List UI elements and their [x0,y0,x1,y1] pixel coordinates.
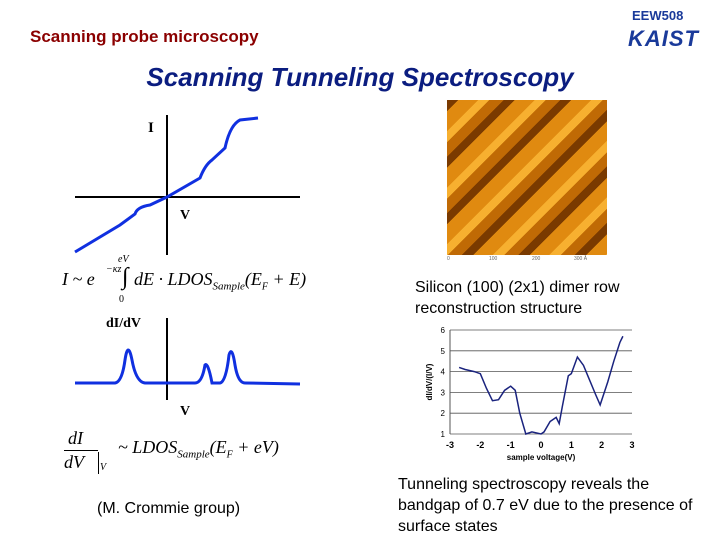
y-tick-label: 3 [441,388,446,397]
f2-densub: V [100,462,107,473]
x-tick-label: 3 [629,440,634,450]
course-code: EEW508 [632,8,684,23]
iv-label-i: I [148,120,154,136]
iv-curve [74,116,259,254]
x-tick-label: -2 [476,440,484,450]
f1-lower: 0 [119,294,124,305]
f1-body: dE · LDOSSample(EF + E) [134,269,307,293]
x-tick-label: 0 [538,440,543,450]
f1-upper: eV [118,254,129,265]
y-tick-label: 1 [441,430,446,439]
scale-tick: 200 [532,256,541,262]
y-tick-label: 5 [441,347,446,356]
bottom-caption: Tunneling spectroscopy reveals the bandg… [398,476,693,535]
y-axis-label: dI/dV/(I/V) [425,363,434,400]
formula-ldos: dI dV V ~ LDOSSample(EF + eV) [62,428,312,478]
iv-label-v: V [180,208,191,223]
formula-tunneling-current: I ~ e −κz eV ∫ 0 dE · LDOSSample(EF + E) [62,254,312,306]
stm-caption: Silicon (100) (2x1) dimer row reconstruc… [415,279,620,317]
y-tick-label: 2 [441,409,446,418]
eval-bar [98,452,99,474]
section-title: Scanning probe microscopy [30,27,259,46]
credit: (M. Crommie group) [97,500,241,517]
f2-den: dV [64,452,84,472]
x-axis-label: sample voltage(V) [507,453,576,462]
f2-num: dI [68,428,83,448]
scale-tick: 100 [489,256,498,262]
slide-title: Scanning Tunneling Spectroscopy [146,62,574,92]
didv-label-v: V [180,404,191,419]
didv-curve [75,348,301,386]
fraction-bar [64,450,98,451]
didv-chart: 1 2 3 4 5 6 -3 -2 -1 0 1 2 3 sample voltage(V) dI/dV/(… [425,326,635,462]
y-tick-label: 4 [441,368,446,377]
kaist-logo: KAIST [628,26,699,51]
f1-lhs: I ~ e [62,269,95,289]
x-tick-label: -3 [446,440,454,450]
x-tick-label: 2 [599,440,604,450]
stm-scale: 0 100 200 300 Å [447,256,612,264]
f1-exp: −κz [106,264,122,275]
scale-tick: 0 [447,256,450,262]
x-tick-label: 1 [569,440,574,450]
data-line [458,335,624,435]
scale-tick: 300 Å [574,256,588,262]
x-tick-label: -1 [507,440,515,450]
integral-sign: ∫ [122,264,129,290]
y-tick-label: 6 [441,326,446,335]
didv-label: dI/dV [106,316,142,331]
f2-body: ~ LDOSSample(EF + eV) [118,437,279,461]
stm-image [447,100,607,255]
